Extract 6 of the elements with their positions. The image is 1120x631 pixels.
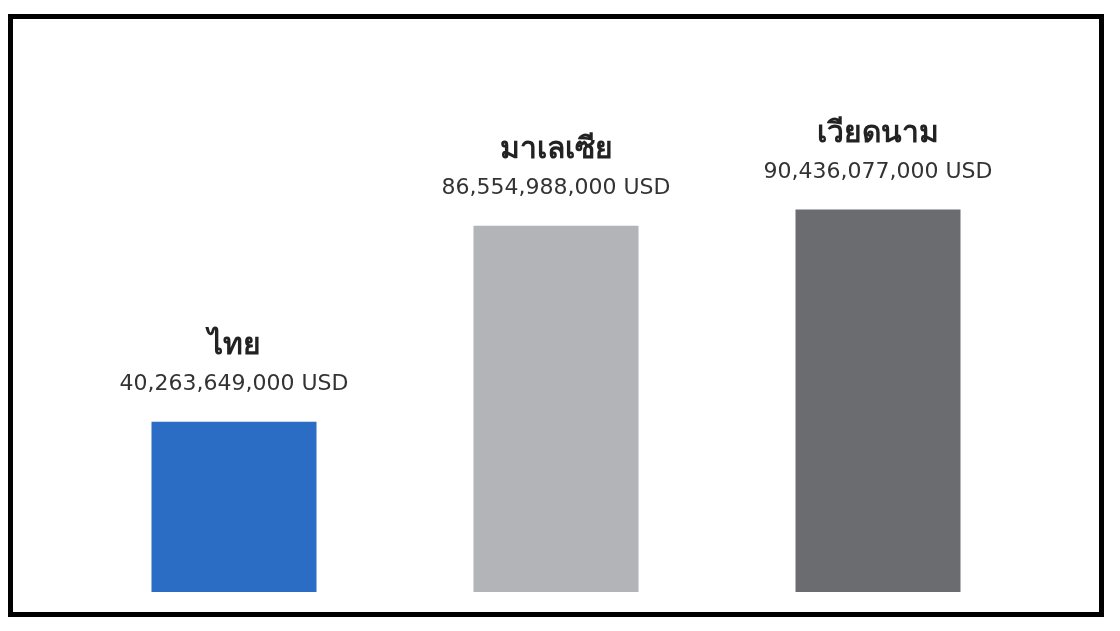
x-tick-label: เวียดนาม <box>817 113 939 149</box>
x-tick-label: มาเลเซีย <box>499 130 613 166</box>
data-label: 86,554,988,000 USD <box>441 174 671 200</box>
x-tick-label: ไทย <box>204 326 261 362</box>
data-label: 40,263,649,000 USD <box>119 370 349 396</box>
data-label: 90,436,077,000 USD <box>763 157 993 183</box>
